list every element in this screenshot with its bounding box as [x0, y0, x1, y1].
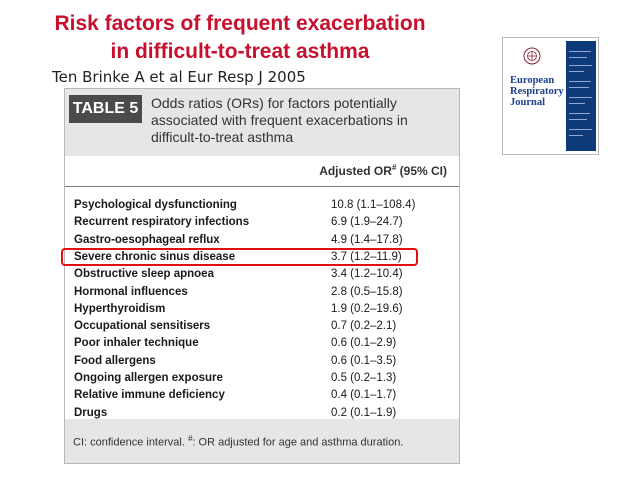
row-or-ci: 0.5 (0.2–1.3) — [331, 372, 397, 384]
table-row: Severe chronic sinus disease 3.7 (1.2–11.… — [74, 249, 450, 266]
row-factor: Recurrent respiratory infections — [74, 216, 250, 229]
table-row: Poor inhaler technique 0.6 (0.1–2.9) — [74, 335, 450, 352]
row-factor: Ongoing allergen exposure — [74, 372, 223, 384]
cover-text-line — [569, 103, 585, 104]
cover-text-line — [569, 135, 583, 136]
row-or-ci: 2.8 (0.5–15.8) — [331, 285, 403, 298]
row-or-ci: 0.6 (0.1–3.5) — [331, 354, 397, 367]
table-row: Psychological dysfunctioning 10.8 (1.1–10… — [74, 197, 450, 214]
table-row: Relative immune deficiency 0.4 (0.1–1.7) — [74, 387, 450, 404]
table-header-band: TABLE 5 Odds ratios (ORs) for factors po… — [65, 89, 459, 156]
row-factor: Severe chronic sinus disease — [74, 250, 236, 263]
cover-journal-name: European Respiratory Journal — [510, 75, 564, 108]
highlight-box-sinus-disease — [61, 248, 418, 266]
column-header-mark: # — [391, 163, 397, 172]
table-footer-band: CI: confidence interval. #: OR adjusted … — [65, 419, 459, 463]
table-row: Obstructive sleep apnoea 3.4 (1.2–10.4) — [74, 266, 450, 283]
row-or-ci: 3.4 (1.2–10.4) — [331, 268, 403, 281]
cover-text-line — [569, 97, 592, 98]
row-or-ci: 10.8 (1.1–108.4) — [331, 199, 416, 211]
row-or-ci: 0.6 (0.1–2.9) — [331, 337, 397, 350]
cover-text-line — [569, 81, 591, 82]
table-footnote: CI: confidence interval. #: OR adjusted … — [73, 434, 403, 449]
cover-text-line — [569, 51, 591, 52]
row-or-ci: 3.7 (1.2–11.9) — [331, 250, 402, 263]
cover-text-line — [569, 57, 587, 58]
row-factor: Gastro-oesophageal reflux — [74, 233, 220, 246]
row-or-ci: 0.4 (0.1–1.7) — [331, 389, 397, 402]
ers-seal-icon — [523, 47, 541, 65]
row-or-ci: 0.2 (0.1–1.9) — [331, 406, 397, 419]
cover-text-line — [569, 129, 592, 130]
slide-title: Risk factors of frequent exacerbation in… — [0, 10, 480, 66]
footnote-mark: # — [187, 434, 193, 443]
table-row: Occupational sensitisers 0.7 (0.2–2.1) — [74, 318, 450, 335]
footnote-part-1: CI: confidence interval. — [73, 436, 188, 449]
row-factor: Hormonal influences — [74, 285, 188, 298]
slide-title-line-2: in difficult-to-treat asthma — [110, 40, 370, 63]
cover-text-line — [569, 65, 592, 66]
footnote-part-2: : OR adjusted for age and asthma duratio… — [192, 436, 404, 449]
row-factor: Obstructive sleep apnoea — [74, 268, 214, 281]
row-factor: Psychological dysfunctioning — [74, 199, 237, 211]
table-row: Drugs 0.2 (0.1–1.9) — [74, 405, 450, 422]
row-factor: Occupational sensitisers — [74, 320, 211, 333]
table-row: Hormonal influences 2.8 (0.5–15.8) — [74, 284, 450, 301]
row-factor: Relative immune deficiency — [74, 389, 225, 402]
citation: Ten Brinke A et al Eur Resp J 2005 — [52, 68, 306, 86]
odds-ratio-table: TABLE 5 Odds ratios (ORs) for factors po… — [64, 88, 460, 464]
row-factor: Drugs — [74, 406, 108, 419]
table-row: Recurrent respiratory infections 6.9 (1.9… — [74, 214, 450, 231]
table-row: Ongoing allergen exposure 0.5 (0.2–1.3) — [74, 370, 450, 387]
row-factor: Food allergens — [74, 354, 156, 367]
column-header-tail: (95% CI) — [396, 164, 447, 178]
row-factor: Poor inhaler technique — [74, 337, 199, 350]
column-header-main: Adjusted OR — [319, 164, 392, 178]
table-row: Food allergens 0.6 (0.1–3.5) — [74, 353, 450, 370]
column-header-adjusted-or: Adjusted OR# (95% CI) — [319, 163, 447, 178]
row-or-ci: 4.9 (1.4–17.8) — [331, 233, 403, 246]
cover-left-panel: European Respiratory Journal — [506, 41, 566, 151]
cover-text-line — [569, 113, 590, 114]
table-row: Gastro-oesophageal reflux 4.9 (1.4–17.8) — [74, 232, 450, 249]
cover-contents-panel — [566, 41, 596, 151]
table-rule-top — [65, 186, 459, 187]
cover-text-line — [569, 87, 589, 88]
table-caption: Odds ratios (ORs) for factors potentiall… — [151, 95, 408, 145]
row-factor: Hyperthyroidism — [74, 302, 166, 315]
row-or-ci: 0.7 (0.2–2.1) — [331, 320, 397, 333]
table-label: TABLE 5 — [69, 95, 142, 123]
row-or-ci: 1.9 (0.2–19.6) — [331, 302, 403, 315]
row-or-ci: 6.9 (1.9–24.7) — [331, 216, 403, 229]
cover-text-line — [569, 119, 587, 120]
slide-title-line-1: Risk factors of frequent exacerbation — [54, 12, 426, 35]
cover-text-line — [569, 71, 584, 72]
journal-cover: European Respiratory Journal — [502, 37, 599, 155]
table-row: Hyperthyroidism 1.9 (0.2–19.6) — [74, 301, 450, 318]
